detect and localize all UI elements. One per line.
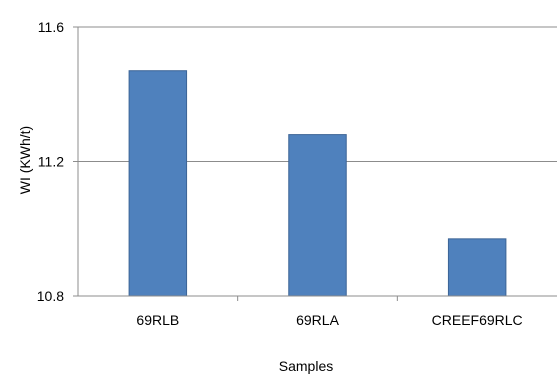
bars [128, 70, 507, 297]
x-axis-title: Samples [279, 358, 333, 374]
y-axis-title: WI (KWh/t) [17, 126, 33, 194]
bar-69rlb [128, 70, 188, 297]
x-tick-label: 69RLB [136, 312, 179, 328]
x-tick-label: 69RLA [296, 312, 339, 328]
y-tick-labels: 10.8 11.2 11.6 [37, 19, 64, 304]
x-tick-label: CREEF69RLC [432, 312, 523, 328]
y-tick-label: 11.6 [38, 19, 64, 35]
x-tick-labels: 69RLB 69RLA CREEF69RLC [136, 312, 522, 328]
axes [73, 26, 557, 301]
y-tick-label: 10.8 [37, 288, 64, 304]
bar-69rla [288, 134, 347, 297]
bar-creef69rlc [447, 238, 507, 297]
y-tick-label: 11.2 [38, 154, 64, 170]
